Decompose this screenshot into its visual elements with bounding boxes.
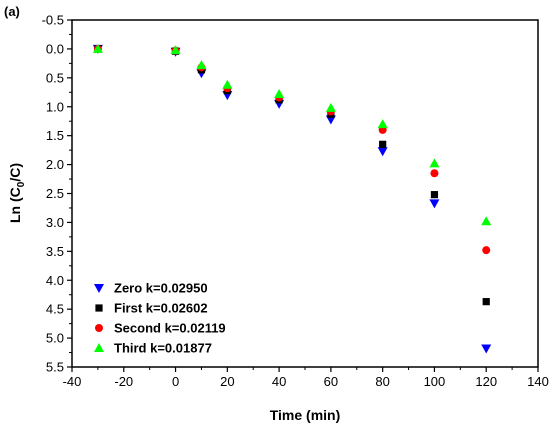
data-point-series-4 — [170, 45, 181, 55]
x-tick-label: 100 — [424, 374, 446, 389]
y-tick-label: 1.5 — [46, 128, 64, 143]
x-tick-label: 0 — [172, 374, 179, 389]
y-tick-label: 4.0 — [46, 273, 64, 288]
x-tick-label: 40 — [272, 374, 286, 389]
y-tick-label: 0.5 — [46, 70, 64, 85]
legend: Zero k=0.02950 First k=0.02602 Second k=0.… — [94, 281, 226, 356]
panel-label: (a) — [4, 4, 20, 19]
legend-marker-series-3 — [95, 324, 103, 332]
x-tick-label: 120 — [475, 374, 497, 389]
x-axis: -40 -20 0 20 40 60 80 100 120 140 — [63, 367, 549, 389]
data-point-series-3 — [482, 246, 491, 255]
legend-label-series-1: Zero k=0.02950 — [114, 281, 208, 296]
y-tick-label: 0.0 — [46, 41, 64, 56]
data-point-series-4 — [377, 119, 388, 129]
data-point-series-4 — [92, 43, 103, 53]
x-tick-label: -40 — [63, 374, 82, 389]
data-point-series-4 — [196, 60, 207, 70]
x-axis-title: Time (min) — [270, 407, 341, 423]
y-axis: -0.5 0.0 0.5 1.0 1.5 2.0 2.5 3.0 3.5 4.0 4.5 5.0 5.5 — [42, 13, 72, 375]
data-point-series-1 — [481, 344, 492, 354]
legend-marker-series-2 — [95, 304, 103, 312]
data-point-series-3 — [430, 169, 439, 178]
x-tick-label: 80 — [375, 374, 389, 389]
x-tick-label: -20 — [114, 374, 133, 389]
y-tick-label: 1.0 — [46, 99, 64, 114]
x-tick-label: 140 — [527, 374, 549, 389]
x-tick-label: 20 — [220, 374, 234, 389]
y-axis-title-subscript: 0 — [16, 181, 27, 187]
data-point-series-4 — [274, 89, 285, 99]
data-point-series-1 — [377, 147, 388, 157]
y-tick-label: -0.5 — [42, 13, 64, 28]
y-tick-label: 2.0 — [46, 157, 64, 172]
data-point-series-4 — [325, 102, 336, 112]
data-point-series-2 — [430, 191, 439, 199]
y-axis-title-main: Ln (C — [7, 187, 23, 223]
data-point-series-4 — [481, 216, 492, 226]
data-point-series-1 — [429, 199, 440, 209]
y-tick-label: 4.5 — [46, 302, 64, 317]
legend-label-series-3: Second k=0.02119 — [114, 321, 226, 336]
y-tick-label: 5.5 — [46, 360, 64, 375]
x-tick-label: 60 — [324, 374, 338, 389]
data-point-series-4 — [429, 158, 440, 168]
y-axis-title-tail: /C) — [7, 163, 23, 182]
y-tick-label: 2.5 — [46, 186, 64, 201]
data-points — [92, 43, 492, 354]
data-point-series-4 — [222, 79, 233, 89]
y-tick-label: 5.0 — [46, 331, 64, 346]
y-tick-label: 3.0 — [46, 215, 64, 230]
legend-label-series-2: First k=0.02602 — [114, 301, 208, 316]
legend-label-series-4: Third k=0.01877 — [114, 341, 212, 356]
data-point-series-2 — [379, 140, 387, 148]
y-axis-title: Ln (C0/C) — [7, 163, 27, 223]
data-point-series-2 — [482, 298, 490, 306]
y-tick-label: 3.5 — [46, 244, 64, 259]
legend-marker-series-4 — [94, 343, 104, 352]
legend-marker-series-1 — [94, 284, 104, 293]
